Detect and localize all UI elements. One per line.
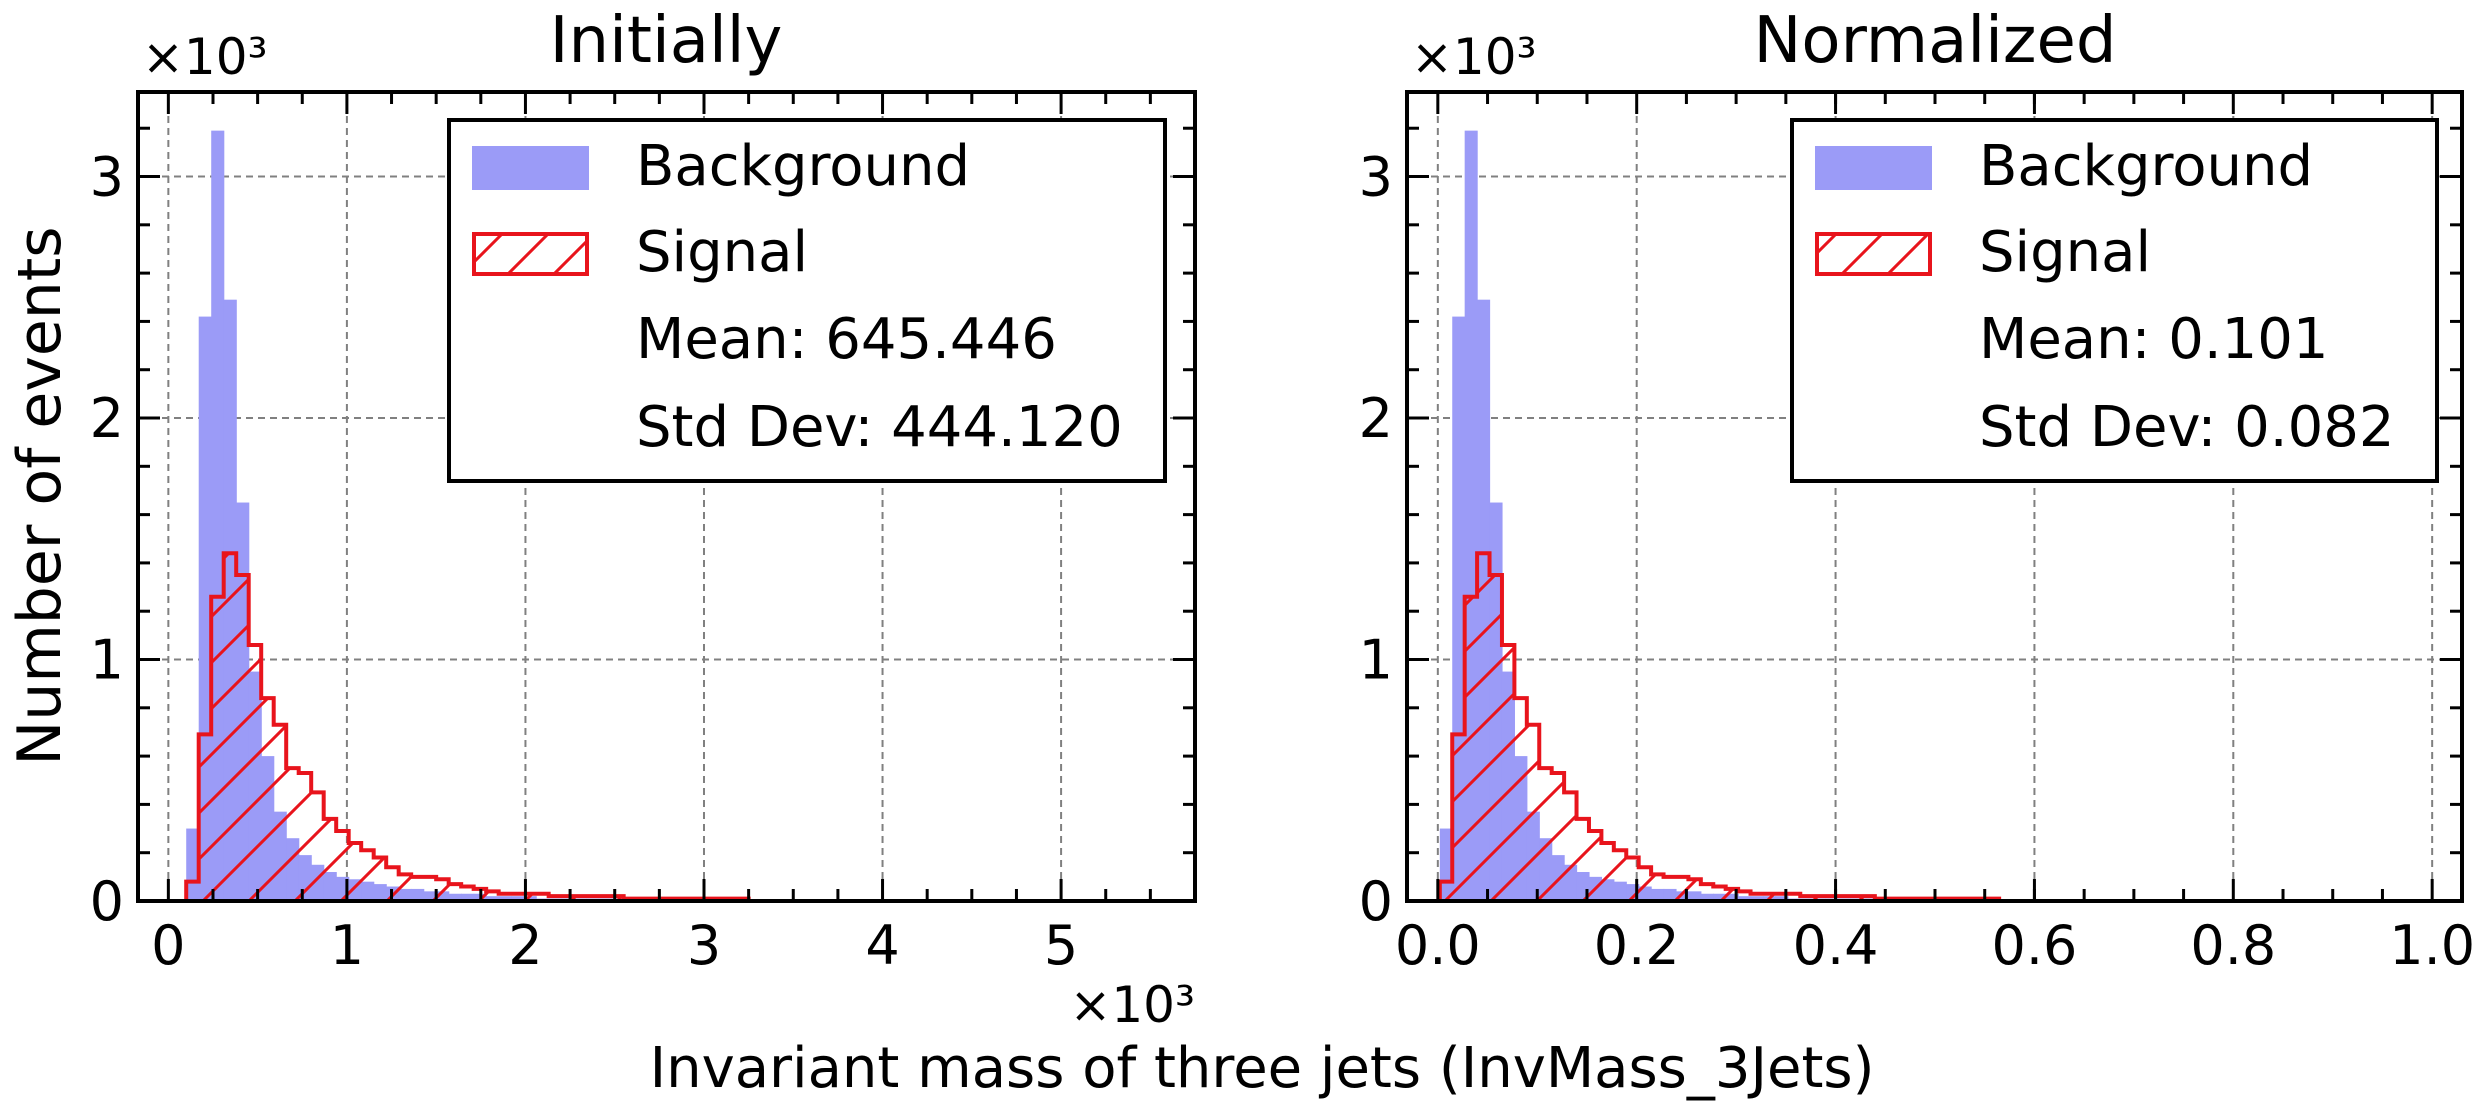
panel-title: Initially <box>550 4 783 78</box>
legend-swatch-background <box>472 146 589 190</box>
y-tick-label: 1 <box>90 629 124 692</box>
x-tick-label: 4 <box>865 914 899 977</box>
panel-title: Normalized <box>1754 4 2117 78</box>
y-tick-label: 2 <box>1359 387 1393 450</box>
x-tick-label: 0.6 <box>1991 914 2077 977</box>
x-tick-label: 1.0 <box>2389 914 2475 977</box>
signal-hatch-fill <box>186 553 749 901</box>
x-tick-label: 0.2 <box>1594 914 1680 977</box>
legend-swatch-signal <box>472 232 589 276</box>
legend-label-signal: Signal <box>1979 220 2151 285</box>
legend: Background Signal Mean: 645.446 Std Dev:… <box>447 118 1167 483</box>
x-tick-label: 1 <box>330 914 364 977</box>
y-tick-label: 3 <box>1359 146 1393 209</box>
y-tick-label: 1 <box>1359 629 1393 692</box>
panel-initially: Initially ×10³ ×10³ 0 1 2 3 4 5 0 1 2 3 Backgroun… <box>90 4 1197 1034</box>
y-tick-label: 3 <box>90 146 124 209</box>
legend-mean: Mean: 0.101 <box>1979 307 2329 372</box>
plot-frame <box>136 90 1197 903</box>
x-tick-label: 0.4 <box>1793 914 1879 977</box>
y-multiplier-label: ×10³ <box>1411 28 1537 86</box>
signal-step-outline <box>184 551 751 901</box>
x-tick-label: 5 <box>1044 914 1078 977</box>
signal-hatch-fill <box>1439 553 2000 901</box>
legend-label-background: Background <box>1979 134 2313 199</box>
legend-std-dev: Std Dev: 0.082 <box>1979 395 2395 460</box>
legend-std-dev: Std Dev: 444.120 <box>636 395 1123 460</box>
legend-swatch-background <box>1815 146 1932 190</box>
x-multiplier-label: ×10³ <box>1069 976 1195 1034</box>
x-tick-label: 3 <box>687 914 721 977</box>
x-tick-label: 0.0 <box>1395 914 1481 977</box>
panel-normalized: Normalized ×10³ 0.0 0.2 0.4 0.6 0.8 1.0 0 1 2 3 B… <box>1359 4 2475 977</box>
legend-label-background: Background <box>636 134 970 199</box>
y-axis-label: Number of events <box>5 226 75 765</box>
signal-step-outline <box>1437 551 2002 901</box>
x-tick-label: 2 <box>508 914 542 977</box>
legend-label-signal: Signal <box>636 220 808 285</box>
y-multiplier-label: ×10³ <box>142 28 268 86</box>
legend-swatch-signal <box>1815 232 1932 276</box>
x-axis-label: Invariant mass of three jets (InvMass_3J… <box>650 1036 1875 1101</box>
legend-mean: Mean: 645.446 <box>636 307 1057 372</box>
y-tick-label: 0 <box>90 870 124 933</box>
plot-frame <box>1405 90 2464 903</box>
y-tick-label: 0 <box>1359 870 1393 933</box>
x-tick-label: 0 <box>151 914 185 977</box>
x-tick-label: 0.8 <box>2190 914 2276 977</box>
legend: Background Signal Mean: 0.101 Std Dev: 0… <box>1790 118 2439 483</box>
y-tick-label: 2 <box>90 387 124 450</box>
